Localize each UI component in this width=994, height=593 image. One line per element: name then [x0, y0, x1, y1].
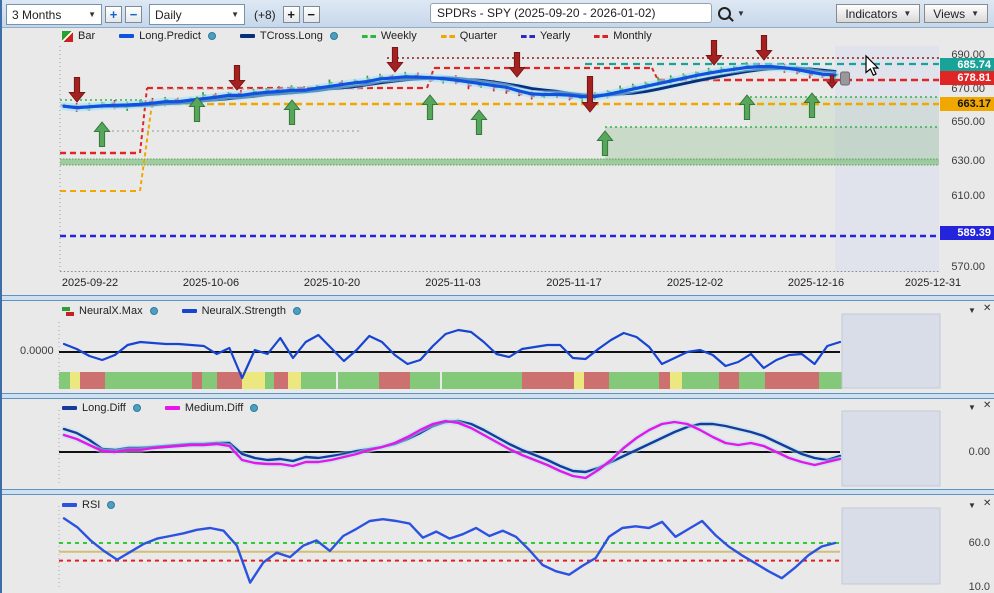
interval-select-value: Daily: [155, 8, 182, 22]
legend-item-rsi[interactable]: RSI: [62, 499, 115, 511]
bars-offset-label: (+8): [254, 8, 276, 22]
price-badge: 685.74: [940, 58, 994, 72]
x-axis-label: 2025-10-06: [169, 277, 253, 289]
legend-label: NeuralX.Max: [79, 305, 143, 317]
symbol-search-input[interactable]: [430, 3, 712, 23]
range-select[interactable]: 3 Months ▼: [6, 4, 102, 25]
line-swatch-icon: [165, 406, 180, 410]
x-axis-label: 2025-09-22: [48, 277, 132, 289]
info-dot-icon[interactable]: [107, 501, 115, 509]
toolbar: 3 Months ▼ + − Daily ▼ (+8) + − ▼ Indica…: [2, 0, 994, 28]
chevron-down-icon: ▼: [903, 9, 911, 18]
indicators-button[interactable]: Indicators ▼: [836, 4, 920, 23]
info-dot-icon[interactable]: [208, 32, 216, 40]
range-zoom-out-button[interactable]: −: [125, 6, 142, 23]
legend-item-yearly[interactable]: Yearly: [521, 30, 570, 42]
legend-label: Yearly: [540, 30, 570, 42]
line-swatch-icon: [594, 35, 608, 38]
add-bars-button[interactable]: +: [283, 6, 300, 23]
x-axis-label: 2025-12-16: [774, 277, 858, 289]
x-axis-label: 2025-10-20: [290, 277, 374, 289]
main-chart-legend: Bar Long.Predict TCross.Long Weekly Quarter Y…: [62, 30, 652, 42]
price-badge: 589.39: [940, 226, 994, 240]
legend-label: Monthly: [613, 30, 652, 42]
line-swatch-icon: [119, 34, 134, 38]
legend-item-quarter[interactable]: Quarter: [441, 30, 497, 42]
legend-label: Quarter: [460, 30, 497, 42]
main-chart-plot-area[interactable]: [2, 27, 994, 295]
views-button[interactable]: Views ▼: [924, 4, 988, 23]
remove-bars-button[interactable]: −: [303, 6, 320, 23]
line-swatch-icon: [182, 309, 197, 313]
legend-item-bar[interactable]: Bar: [62, 30, 95, 42]
x-axis-label: 2025-11-17: [532, 277, 616, 289]
rsi-lower-level-label: 10.0: [948, 581, 990, 593]
x-axis-label: 2025-12-02: [653, 277, 737, 289]
neuralx-close-button[interactable]: ✕: [983, 304, 991, 314]
line-swatch-icon: [441, 35, 455, 38]
rsi-upper-level-label: 60.0: [948, 537, 990, 549]
rsi-close-button[interactable]: ✕: [983, 499, 991, 509]
legend-label: Long.Diff: [82, 402, 126, 414]
neuralx-max-icon: [62, 307, 74, 316]
legend-item-tcross-long[interactable]: TCross.Long: [240, 30, 338, 42]
info-dot-icon[interactable]: [250, 404, 258, 412]
y-axis-label: 650.00: [938, 116, 990, 128]
neuralx-collapse-button[interactable]: ▼: [968, 306, 976, 316]
rsi-collapse-button[interactable]: ▼: [968, 501, 976, 511]
line-swatch-icon: [62, 406, 77, 410]
neuralx-legend: NeuralX.Max NeuralX.Strength: [62, 305, 301, 317]
range-zoom-in-button[interactable]: +: [105, 6, 122, 23]
info-dot-icon[interactable]: [330, 32, 338, 40]
x-axis-label: 2025-12-31: [891, 277, 975, 289]
chevron-down-icon: ▼: [971, 9, 979, 18]
price-badge: 663.17: [940, 97, 994, 111]
legend-label: RSI: [82, 499, 100, 511]
legend-label: Long.Predict: [139, 30, 201, 42]
search-icon[interactable]: [718, 7, 731, 20]
info-dot-icon[interactable]: [133, 404, 141, 412]
line-swatch-icon: [240, 34, 255, 38]
longdiff-close-button[interactable]: ✕: [983, 401, 991, 411]
interval-select[interactable]: Daily ▼: [149, 4, 245, 25]
legend-label: Weekly: [381, 30, 417, 42]
panel-separator[interactable]: [2, 393, 994, 399]
info-dot-icon[interactable]: [293, 307, 301, 315]
legend-label: Medium.Diff: [185, 402, 243, 414]
chevron-down-icon: ▼: [88, 10, 96, 19]
info-dot-icon[interactable]: [150, 307, 158, 315]
rsi-plot-area[interactable]: [2, 495, 994, 593]
y-axis-label: 630.00: [938, 155, 990, 167]
chevron-down-icon: ▼: [231, 10, 239, 19]
rsi-legend: RSI: [62, 499, 115, 511]
charting-app-window: 3 Months ▼ + − Daily ▼ (+8) + − ▼ Indica…: [0, 0, 994, 593]
legend-item-long-diff[interactable]: Long.Diff: [62, 402, 141, 414]
legend-label: NeuralX.Strength: [202, 305, 286, 317]
line-swatch-icon: [62, 503, 77, 507]
y-axis-label: 570.00: [938, 261, 990, 273]
line-swatch-icon: [521, 35, 535, 38]
legend-label: Bar: [78, 30, 95, 42]
panel-separator[interactable]: [2, 295, 994, 301]
line-swatch-icon: [362, 35, 376, 38]
legend-item-long-predict[interactable]: Long.Predict: [119, 30, 216, 42]
legend-item-neuralx-max[interactable]: NeuralX.Max: [62, 305, 158, 317]
legend-item-medium-diff[interactable]: Medium.Diff: [165, 402, 258, 414]
bar-style-icon: [62, 31, 73, 42]
longdiff-zero-label: 0.00: [948, 446, 990, 458]
longdiff-collapse-button[interactable]: ▼: [968, 403, 976, 413]
legend-item-neuralx-strength[interactable]: NeuralX.Strength: [182, 305, 301, 317]
legend-item-weekly[interactable]: Weekly: [362, 30, 417, 42]
panel-separator[interactable]: [2, 489, 994, 495]
longdiff-legend: Long.Diff Medium.Diff: [62, 402, 258, 414]
neuralx-zero-label: 0.0000: [20, 345, 54, 357]
x-axis-label: 2025-11-03: [411, 277, 495, 289]
y-axis-label: 610.00: [938, 190, 990, 202]
price-badge: 678.81: [940, 71, 994, 85]
search-dropdown-caret-icon[interactable]: ▼: [737, 9, 745, 18]
legend-item-monthly[interactable]: Monthly: [594, 30, 652, 42]
range-select-value: 3 Months: [12, 8, 61, 22]
legend-label: TCross.Long: [260, 30, 323, 42]
